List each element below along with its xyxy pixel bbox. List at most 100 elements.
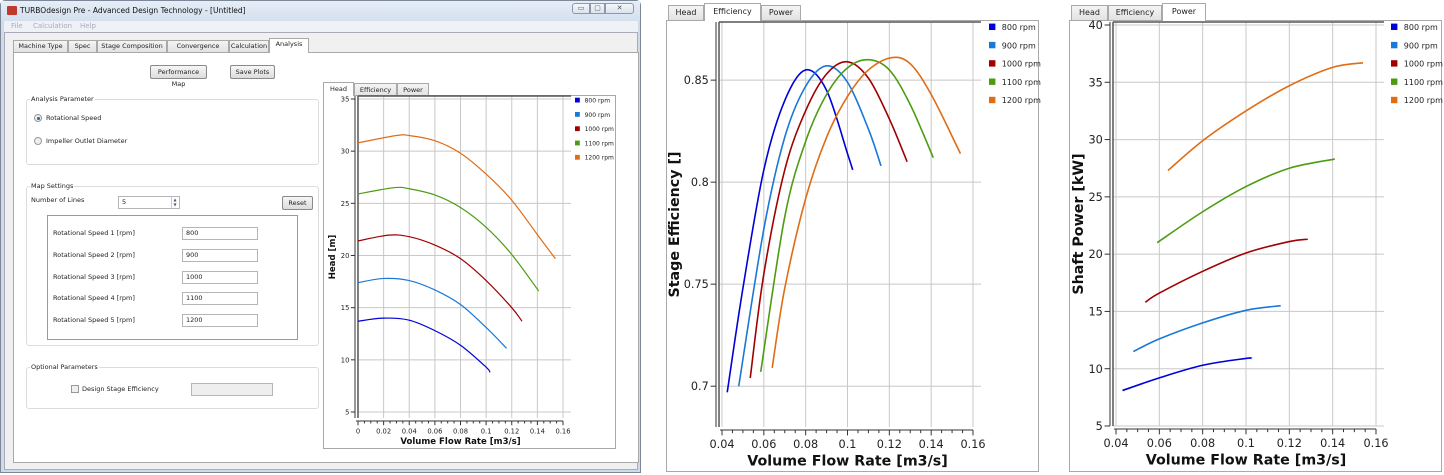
plot-tab-efficiency[interactable]: Efficiency bbox=[1108, 5, 1162, 20]
x-tick-label: 0.08 bbox=[1190, 437, 1215, 450]
series-line-1100-rpm bbox=[1156, 158, 1335, 244]
menu-help[interactable]: Help bbox=[80, 22, 96, 30]
plot-tab-efficiency[interactable]: Efficiency bbox=[704, 3, 761, 21]
tab-convergence[interactable]: Convergence bbox=[167, 40, 229, 52]
design-stage-efficiency-checkbox[interactable] bbox=[71, 385, 79, 393]
legend-label: 900 rpm bbox=[1404, 41, 1438, 50]
legend-label: 900 rpm bbox=[585, 112, 611, 119]
y-tick-label: 0.75 bbox=[684, 278, 709, 291]
x-tick-label: 0.16 bbox=[1363, 437, 1388, 450]
x-tick-label: 0 bbox=[356, 427, 360, 435]
speed-3-input[interactable]: 1000 bbox=[182, 271, 258, 284]
series-line-1000-rpm bbox=[357, 234, 523, 322]
x-tick-label: 0.12 bbox=[1277, 437, 1302, 450]
title-bar[interactable]: TURBOdesign Pre - Advanced Design Techno… bbox=[1, 1, 640, 21]
y-axis-title: Stage Efficiency [] bbox=[667, 151, 683, 297]
x-tick-label: 0.04 bbox=[402, 427, 417, 435]
y-tick-label: 0.7 bbox=[691, 380, 709, 393]
plot-tab-power[interactable]: Power bbox=[1162, 3, 1206, 21]
number-of-lines-spinbox[interactable]: 5 ▲ ▼ bbox=[118, 196, 180, 209]
menu-bar bbox=[4, 21, 638, 32]
x-axis-title: Volume Flow Rate [m3/s] bbox=[747, 453, 948, 469]
plot-tab-head[interactable]: Head bbox=[1071, 5, 1108, 20]
design-stage-efficiency-input[interactable] bbox=[191, 383, 273, 396]
x-tick-label: 0.04 bbox=[709, 438, 734, 451]
y-tick-label: 30 bbox=[1088, 134, 1102, 147]
design-stage-efficiency-label: Design Stage Efficiency bbox=[82, 385, 159, 393]
performance-map-button[interactable]: Performance Map bbox=[150, 65, 207, 88]
legend-swatch bbox=[1391, 96, 1398, 104]
series-line-1200-rpm bbox=[357, 134, 556, 259]
y-axis-title: Head [m] bbox=[328, 235, 338, 280]
y-tick-label: 15 bbox=[1088, 305, 1102, 318]
legend-swatch bbox=[989, 23, 996, 30]
series-line-800-rpm bbox=[726, 68, 854, 393]
y-tick-label: 5 bbox=[1096, 420, 1103, 433]
map-settings-label: Map Settings bbox=[30, 182, 75, 190]
legend-swatch bbox=[1391, 60, 1398, 67]
y-tick-label: 20 bbox=[341, 252, 350, 260]
legend-label: 1200 rpm bbox=[1404, 96, 1443, 105]
legend-label: 1000 rpm bbox=[585, 126, 614, 133]
tab-stage-composition[interactable]: Stage Composition bbox=[97, 40, 167, 52]
x-tick-label: 0.06 bbox=[751, 438, 776, 451]
x-tick-label: 0.08 bbox=[793, 438, 818, 451]
legend-swatch bbox=[989, 96, 996, 104]
tab-analysis[interactable]: Analysis bbox=[269, 38, 309, 53]
save-plots-button[interactable]: Save Plots bbox=[230, 65, 275, 79]
rotational-speed-label: Rotational Speed bbox=[46, 114, 102, 122]
legend-label: 900 rpm bbox=[1002, 41, 1036, 50]
x-tick-label: 0.14 bbox=[1320, 437, 1345, 450]
y-tick-label: 10 bbox=[1088, 363, 1102, 376]
speed-5-input[interactable]: 1200 bbox=[182, 314, 258, 327]
y-tick-label: 5 bbox=[345, 408, 349, 416]
impeller-outlet-diameter-radio[interactable] bbox=[34, 137, 42, 145]
menu-file[interactable]: File bbox=[11, 22, 23, 30]
x-tick-label: 0.16 bbox=[960, 438, 985, 451]
speed-1-input[interactable]: 800 bbox=[182, 227, 258, 240]
legend-label: 1100 rpm bbox=[1002, 78, 1041, 87]
tab-calculation[interactable]: Calculation bbox=[229, 40, 269, 52]
maximize-button[interactable]: ▢ bbox=[590, 3, 605, 14]
optional-parameters-label: Optional Parameters bbox=[30, 363, 99, 371]
series-line-900-rpm bbox=[357, 277, 508, 349]
speed-3-label: Rotational Speed 3 [rpm] bbox=[53, 273, 135, 281]
spin-arrows-icon[interactable]: ▲ ▼ bbox=[171, 197, 178, 208]
x-tick-label: 0.08 bbox=[453, 427, 468, 435]
close-button[interactable]: ✕ bbox=[605, 3, 634, 14]
minimize-button[interactable]: ▭ bbox=[572, 3, 590, 14]
legend-label: 1000 rpm bbox=[1404, 60, 1443, 69]
analysis-parameter-label: Analysis Parameter bbox=[30, 95, 95, 103]
series-line-900-rpm bbox=[1132, 304, 1281, 353]
tab-machine-type[interactable]: Machine Type bbox=[13, 40, 68, 52]
tab-spec[interactable]: Spec bbox=[68, 40, 97, 52]
y-tick-label: 30 bbox=[341, 148, 350, 156]
speed-4-input[interactable]: 1100 bbox=[182, 292, 258, 305]
rotational-speed-radio[interactable] bbox=[34, 114, 42, 122]
series-line-1200-rpm bbox=[1167, 62, 1364, 172]
reset-button[interactable]: Reset bbox=[282, 196, 313, 210]
app-window: TURBOdesign Pre - Advanced Design Techno… bbox=[0, 0, 641, 473]
series-line-1100-rpm bbox=[759, 58, 934, 373]
plot-tab-power[interactable]: Power bbox=[397, 83, 429, 96]
series-line-800-rpm bbox=[1122, 357, 1253, 392]
speed-1-label: Rotational Speed 1 [rpm] bbox=[53, 229, 135, 237]
y-tick-label: 35 bbox=[1088, 76, 1102, 89]
menu-calculation[interactable]: Calculation bbox=[33, 22, 73, 30]
number-of-lines-label: Number of Lines bbox=[31, 196, 85, 204]
x-axis-title: Volume Flow Rate [m3/s] bbox=[1146, 452, 1347, 468]
legend-label: 800 rpm bbox=[1404, 23, 1438, 32]
series-line-1200-rpm bbox=[771, 56, 962, 368]
legend-swatch bbox=[575, 112, 580, 117]
y-tick-label: 25 bbox=[1088, 191, 1102, 204]
plot-tab-head[interactable]: Head bbox=[668, 5, 704, 20]
plot-tab-power[interactable]: Power bbox=[761, 5, 801, 20]
plot-tab-efficiency[interactable]: Efficiency bbox=[354, 83, 397, 96]
head-chart-frame bbox=[323, 95, 616, 449]
legend-label: 800 rpm bbox=[585, 98, 611, 105]
x-tick-label: 0.1 bbox=[839, 438, 857, 451]
speed-2-input[interactable]: 900 bbox=[182, 249, 258, 262]
legend-swatch bbox=[1391, 78, 1398, 85]
x-tick-label: 0.14 bbox=[919, 438, 944, 451]
plot-tab-head[interactable]: Head bbox=[323, 82, 354, 96]
